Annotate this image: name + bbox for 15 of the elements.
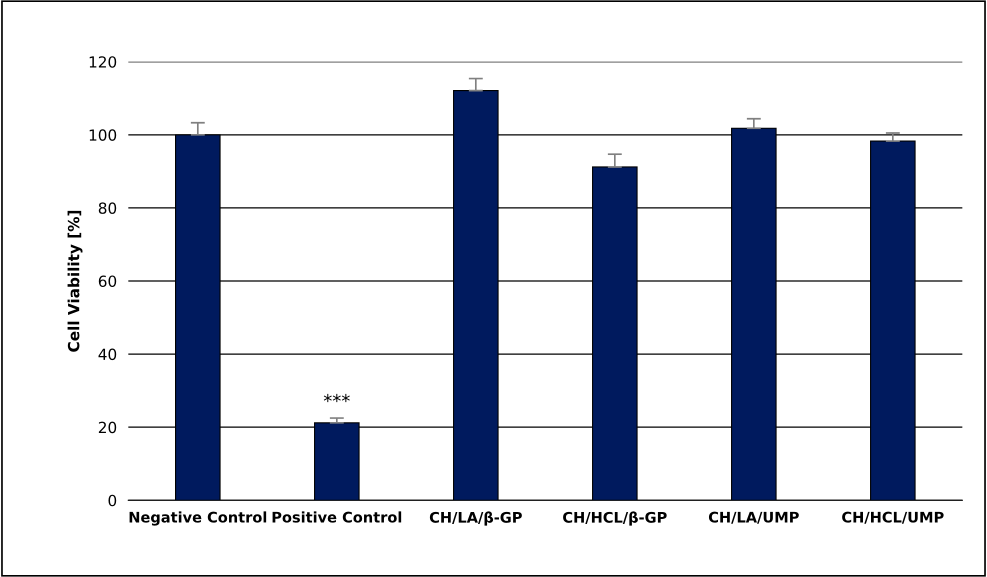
- y-axis-title: Cell Viability [%]: [68, 210, 82, 352]
- y-tick-label: 60: [98, 275, 116, 288]
- y-tick-label: 20: [98, 422, 116, 434]
- y-tick-label: 100: [90, 129, 116, 141]
- annotation: ***: [324, 394, 350, 402]
- x-tick-label: CH/HCL/UMP: [842, 512, 944, 524]
- y-tick-label: 80: [98, 202, 116, 214]
- x-tick-label: CH/LA/β-GP: [430, 511, 522, 526]
- y-tick-label: 0: [108, 494, 116, 506]
- y-tick-label: 40: [98, 348, 116, 360]
- x-tick-label: CH/HCL/β-GP: [563, 511, 667, 526]
- x-tick-label: Positive Control: [272, 511, 402, 523]
- x-tick-label: CH/LA/UMP: [708, 512, 799, 524]
- x-tick-label: Negative Control: [130, 511, 266, 526]
- y-tick-label: 120: [90, 56, 116, 68]
